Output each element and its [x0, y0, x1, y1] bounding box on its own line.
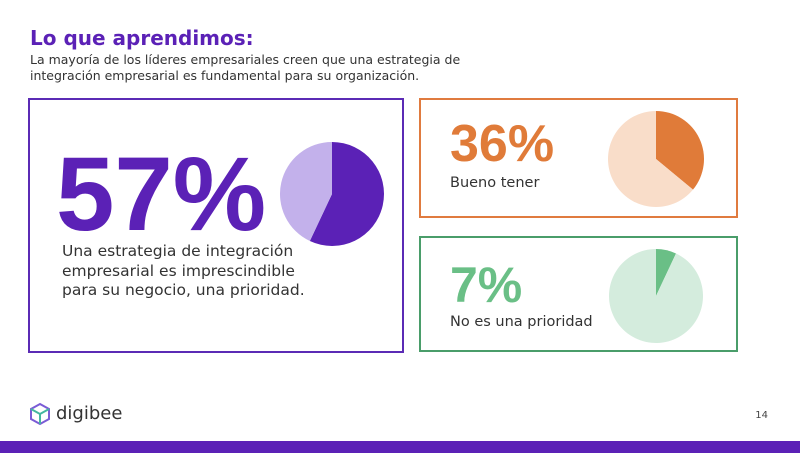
bottom-bar: [0, 441, 800, 453]
description: Bueno tener: [450, 175, 540, 191]
title: Lo que aprendimos:: [30, 26, 254, 50]
pie-slice: [608, 111, 693, 207]
pie: [609, 249, 703, 343]
pie-slice: [609, 249, 703, 343]
pie-slice: [656, 249, 677, 296]
pie-slice: [280, 142, 332, 242]
pie: [280, 142, 384, 246]
pie: [608, 111, 704, 207]
card: 7% No es una prioridad: [419, 236, 738, 352]
description: Una estrategia de integración empresaria…: [62, 242, 305, 299]
card: 57% Una estrategia de integración empres…: [28, 98, 404, 353]
description: No es una prioridad: [450, 314, 593, 330]
pie-slice: [309, 142, 384, 246]
subtitle: La mayoría de los líderes empresariales …: [30, 52, 461, 83]
card: 36% Bueno tener: [419, 98, 738, 218]
big-percent: 7%: [450, 257, 523, 313]
big-percent: 36%: [450, 115, 555, 173]
logo-icon: [30, 402, 50, 426]
pie-slice: [656, 111, 704, 190]
logo-text: digibee: [56, 403, 123, 424]
page-number: 14: [755, 410, 768, 421]
big-percent: 57%: [56, 136, 267, 253]
